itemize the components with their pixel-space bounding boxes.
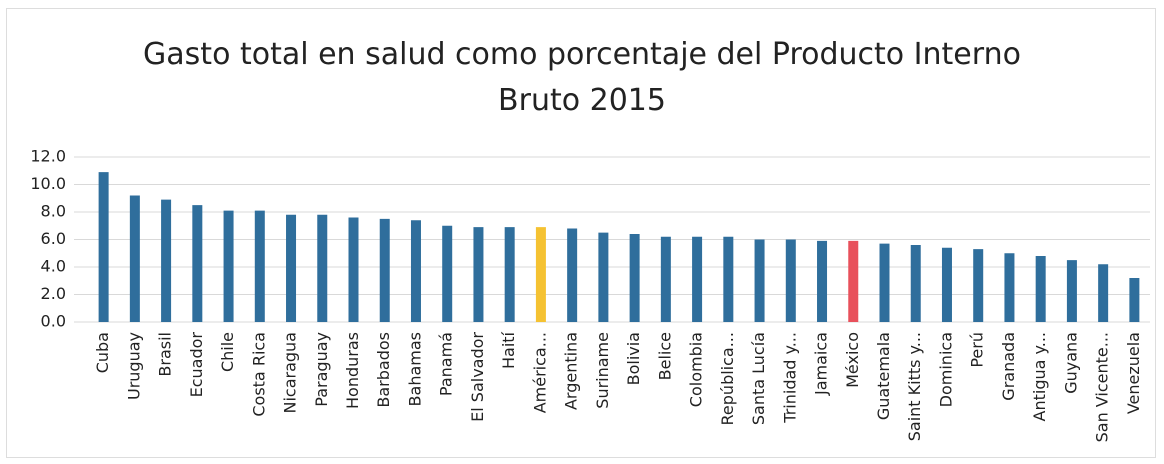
- x-tick-label: Jamaica: [812, 332, 831, 396]
- bar: [1066, 260, 1077, 322]
- x-tick-label: Haití: [499, 331, 518, 369]
- x-tick-label: Suriname: [593, 332, 612, 409]
- x-tick-label: Perú: [968, 332, 987, 368]
- bar: [879, 243, 890, 322]
- y-tick-label: 0.0: [41, 312, 66, 331]
- y-tick-label: 2.0: [41, 284, 66, 303]
- x-tick-label: Brasil: [156, 332, 175, 377]
- x-tick-label: Trinidad y...: [780, 332, 799, 424]
- x-tick-label: Santa Lucía: [749, 332, 768, 425]
- bar: [286, 214, 297, 322]
- bar: [254, 210, 265, 322]
- bar: [1098, 264, 1109, 322]
- bar: [598, 232, 609, 322]
- x-tick-label: Paraguay: [312, 332, 331, 407]
- bar: [692, 236, 703, 322]
- bar: [223, 210, 234, 322]
- x-tick-label: Bahamas: [405, 332, 424, 406]
- x-tick-label: México: [843, 332, 862, 388]
- x-tick-label: Colombia: [687, 332, 706, 407]
- bar: [535, 227, 546, 322]
- bar: [442, 225, 453, 322]
- y-tick-label: 8.0: [41, 202, 66, 221]
- bar: [192, 205, 203, 322]
- bar: [1035, 256, 1046, 322]
- bar: [473, 227, 484, 322]
- x-tick-label: América...: [530, 332, 549, 413]
- x-tick-label: San Vicente...: [1093, 332, 1112, 442]
- x-tick-label: Argentina: [562, 332, 581, 410]
- x-tick-label: Uruguay: [124, 332, 143, 400]
- bar: [348, 217, 359, 322]
- bar: [317, 214, 328, 322]
- x-tick-label: Venezuela: [1124, 332, 1143, 414]
- y-tick-label: 6.0: [41, 229, 66, 248]
- x-tick-label: Guatemala: [874, 332, 893, 420]
- x-tick-label: Costa Rica: [249, 332, 268, 417]
- bar: [1129, 278, 1140, 322]
- x-tick-label: Honduras: [343, 332, 362, 409]
- bar: [410, 220, 421, 322]
- bar: [504, 227, 515, 322]
- bar: [754, 239, 765, 322]
- bar: [129, 195, 140, 322]
- x-tick-label: Bolivia: [624, 332, 643, 385]
- bar: [629, 234, 640, 322]
- bar: [161, 199, 172, 322]
- chart-frame: [6, 8, 1156, 458]
- x-tick-label: República...: [718, 332, 737, 425]
- bar: [910, 245, 921, 322]
- x-tick-label: Dominica: [936, 332, 955, 407]
- bar: [973, 249, 984, 322]
- y-tick-label: 10.0: [30, 174, 66, 193]
- bar: [379, 218, 390, 322]
- x-tick-label: Granada: [999, 332, 1018, 401]
- x-tick-label: Belice: [655, 332, 674, 380]
- x-tick-label: Nicaragua: [281, 332, 300, 414]
- bar: [817, 240, 828, 322]
- x-tick-label: Antigua y...: [1030, 332, 1049, 421]
- bar: [98, 172, 109, 322]
- bar: [848, 240, 859, 322]
- x-tick-label: Panamá: [437, 332, 456, 396]
- chart-title: Gasto total en salud como porcentaje del…: [143, 37, 1021, 118]
- x-tick-label: Ecuador: [187, 332, 206, 398]
- x-tick-label: Saint Kitts y...: [905, 332, 924, 441]
- x-tick-label: Barbados: [374, 332, 393, 408]
- x-tick-label: El Salvador: [468, 332, 487, 422]
- x-tick-label: Cuba: [93, 332, 112, 373]
- y-tick-label: 12.0: [30, 147, 66, 166]
- bar: [660, 236, 671, 322]
- x-tick-label: Chile: [218, 332, 237, 372]
- bar: [723, 236, 734, 322]
- bar: [941, 247, 952, 322]
- bar: [1004, 253, 1015, 322]
- bar: [567, 228, 578, 322]
- y-tick-label: 4.0: [41, 257, 66, 276]
- x-tick-label: Guyana: [1061, 332, 1080, 394]
- bar: [785, 239, 796, 322]
